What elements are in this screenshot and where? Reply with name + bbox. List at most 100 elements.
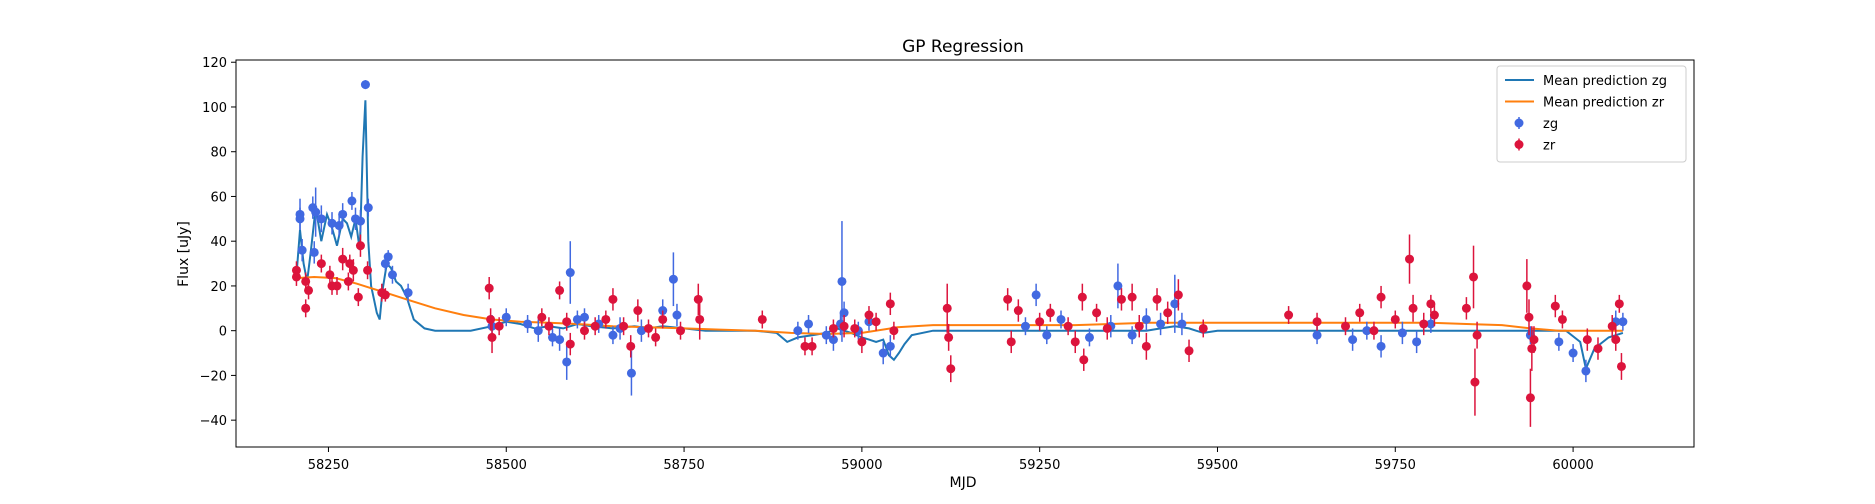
- zr-point: [871, 317, 881, 327]
- zr-point: [946, 364, 956, 374]
- y-tick-label: −20: [200, 369, 227, 384]
- zr-point: [1163, 308, 1173, 318]
- zg-point: [793, 326, 803, 336]
- zr-point: [1134, 321, 1144, 331]
- zr-point: [1079, 355, 1089, 365]
- legend-box: [1496, 65, 1687, 163]
- zr-point: [1070, 337, 1080, 347]
- zr-point: [1013, 306, 1023, 316]
- y-tick-label: 100: [202, 101, 227, 116]
- zg-point: [338, 209, 348, 219]
- zg-point: [1113, 281, 1123, 291]
- zg-point: [562, 357, 572, 367]
- zg-point: [347, 196, 357, 206]
- zr-point: [1405, 254, 1415, 264]
- zg-point: [839, 308, 849, 318]
- zr-point: [1524, 312, 1534, 322]
- zg-point: [1581, 366, 1591, 376]
- zg-point: [885, 341, 895, 351]
- zg-point: [547, 332, 557, 342]
- zg-point: [565, 268, 575, 278]
- zr-point: [1557, 314, 1567, 324]
- zg-point: [1156, 319, 1166, 329]
- zr-point: [800, 341, 810, 351]
- y-tick-label: 0: [219, 325, 227, 340]
- zr-point: [644, 323, 654, 333]
- zg-point: [878, 348, 888, 358]
- zr-point: [291, 272, 301, 282]
- zr-point: [1045, 308, 1055, 318]
- zg-point: [316, 214, 326, 224]
- zr-point: [484, 283, 494, 293]
- legend: Mean prediction zg Mean prediction zr zg zr: [1496, 65, 1687, 163]
- zg-point: [1042, 330, 1052, 340]
- zr-point: [1527, 344, 1537, 354]
- y-tick-label: 80: [210, 146, 227, 161]
- zr-point: [1184, 346, 1194, 356]
- zg-points: [295, 80, 1628, 396]
- legend-label-zg: zg: [1543, 117, 1558, 132]
- y-tick-label: 60: [210, 190, 227, 205]
- zr-point: [850, 323, 860, 333]
- zr-point: [1127, 292, 1137, 302]
- zr-point: [889, 326, 899, 336]
- zg-point: [387, 270, 397, 280]
- zr-point: [1003, 294, 1013, 304]
- x-tick-label: 59000: [841, 458, 882, 473]
- zr-point: [1355, 308, 1365, 318]
- zg-point: [626, 368, 636, 378]
- zg-point: [1031, 290, 1041, 300]
- zg-point: [1312, 330, 1322, 340]
- zg-point: [555, 335, 565, 345]
- zg-point: [309, 247, 319, 257]
- plot-inner: [291, 80, 1628, 427]
- zr-point: [942, 303, 952, 313]
- zr-point: [1376, 292, 1386, 302]
- legend-label-zr: zr: [1543, 139, 1556, 154]
- zr-point: [885, 299, 895, 309]
- zg-point: [403, 288, 413, 298]
- zg-point: [1554, 337, 1564, 347]
- legend-label-mean-prediction-zr: Mean prediction zr: [1543, 96, 1665, 111]
- zg-point: [1426, 319, 1436, 329]
- zr-point: [380, 290, 390, 300]
- zr-point: [1593, 344, 1603, 354]
- zg-point: [1170, 299, 1180, 309]
- zg-point: [1020, 321, 1030, 331]
- zg-point: [1376, 341, 1386, 351]
- zr-point: [353, 292, 363, 302]
- x-tick-label: 58500: [486, 458, 527, 473]
- zg-point: [608, 330, 618, 340]
- zr-point: [363, 265, 373, 275]
- zg-point: [1127, 330, 1137, 340]
- zg-point: [1362, 326, 1372, 336]
- zg-point: [1084, 332, 1094, 342]
- zr-point: [1550, 301, 1560, 311]
- zr-point: [1092, 308, 1102, 318]
- zr-point: [494, 321, 504, 331]
- zr-point: [1614, 299, 1624, 309]
- zr-point: [565, 339, 575, 349]
- zr-point: [1369, 326, 1379, 336]
- zg-point: [523, 319, 533, 329]
- x-axis-label: MJD: [950, 475, 977, 491]
- zr-point: [1102, 323, 1112, 333]
- zg-point: [1141, 314, 1151, 324]
- zr-point: [608, 294, 618, 304]
- zg-point: [821, 330, 831, 340]
- zr-point: [1426, 299, 1436, 309]
- zr-point: [1116, 294, 1126, 304]
- zr-point: [562, 317, 572, 327]
- zg-point: [334, 221, 344, 231]
- zr-point: [1429, 310, 1439, 320]
- zr-point: [1470, 377, 1480, 387]
- zr-point: [619, 321, 629, 331]
- y-axis: −40 −20 0 20 40 60 80 100 120: [200, 56, 236, 429]
- zr-point: [1284, 310, 1294, 320]
- zg-point: [295, 214, 305, 224]
- zg-point: [1348, 335, 1358, 345]
- zr-point: [651, 332, 661, 342]
- zr-point: [355, 241, 365, 251]
- zr-point: [1469, 272, 1479, 282]
